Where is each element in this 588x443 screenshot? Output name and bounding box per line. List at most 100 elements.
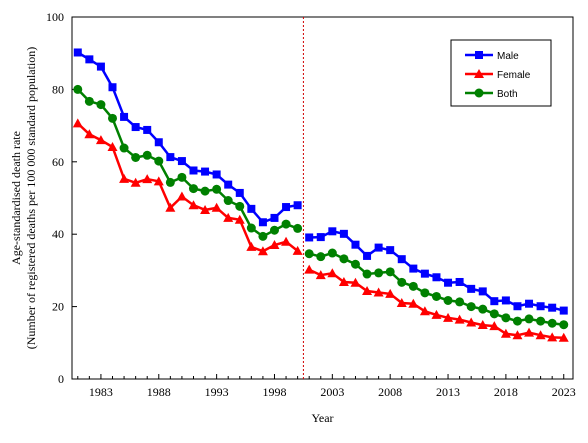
data-point-both xyxy=(142,150,152,160)
data-point-female xyxy=(107,141,118,151)
data-point-female xyxy=(419,306,430,316)
data-point-female xyxy=(130,177,141,187)
data-point-male xyxy=(247,204,256,213)
data-point-male xyxy=(339,229,348,238)
data-point-both xyxy=(212,184,222,194)
data-point-female xyxy=(362,286,373,296)
data-point-both xyxy=(420,288,430,298)
series-male xyxy=(73,48,568,315)
data-point-female xyxy=(142,174,153,184)
series-both xyxy=(73,84,569,330)
data-point-male xyxy=(351,240,360,249)
data-point-male xyxy=(363,251,372,260)
y-tick-label: 20 xyxy=(52,300,64,314)
data-point-both xyxy=(188,184,198,194)
data-point-both xyxy=(524,314,534,324)
x-tick-label: 2023 xyxy=(552,385,576,399)
data-point-male xyxy=(143,125,152,134)
x-axis-title: Year xyxy=(311,411,333,425)
data-point-both xyxy=(304,249,314,259)
data-point-both xyxy=(235,201,245,211)
data-point-female xyxy=(558,332,569,342)
data-point-female xyxy=(327,268,338,278)
data-point-male xyxy=(154,138,163,147)
data-point-female xyxy=(257,246,268,256)
data-point-female xyxy=(408,298,419,308)
y-axis-title-line2: (Number of registered deaths per 100 000… xyxy=(24,47,38,350)
data-point-both xyxy=(119,143,129,153)
data-point-both xyxy=(362,269,372,279)
data-point-female xyxy=(234,214,245,224)
data-point-both xyxy=(177,172,187,182)
data-point-male xyxy=(444,278,453,287)
data-point-female xyxy=(373,287,384,297)
data-point-female xyxy=(489,321,500,331)
data-point-male xyxy=(270,213,279,222)
data-point-male xyxy=(501,296,510,305)
data-point-male xyxy=(536,302,545,311)
data-point-female xyxy=(119,173,130,183)
data-point-female xyxy=(165,202,176,212)
data-point-both xyxy=(165,177,175,187)
x-tick-label: 2008 xyxy=(378,385,402,399)
data-point-both xyxy=(431,291,441,301)
data-point-female xyxy=(72,118,83,128)
data-point-both xyxy=(84,96,94,106)
data-point-female xyxy=(200,204,211,214)
data-point-female xyxy=(292,245,303,255)
data-point-both xyxy=(385,267,395,277)
data-point-male xyxy=(478,287,487,296)
data-point-male xyxy=(559,306,568,315)
data-point-male xyxy=(235,188,244,197)
x-tick-label: 1998 xyxy=(262,385,286,399)
data-point-male xyxy=(131,123,140,132)
data-point-female xyxy=(153,176,164,186)
data-point-male xyxy=(282,203,291,212)
data-point-both xyxy=(547,318,557,328)
data-point-female xyxy=(443,312,454,322)
data-point-female xyxy=(477,320,488,330)
data-point-male xyxy=(166,153,175,162)
data-point-female xyxy=(223,212,234,222)
data-point-male xyxy=(212,170,221,179)
data-point-both xyxy=(154,156,164,166)
data-point-both xyxy=(200,186,210,196)
data-point-male xyxy=(108,83,117,92)
y-tick-label: 40 xyxy=(52,227,64,241)
data-point-both xyxy=(350,259,360,269)
x-tick-label: 1988 xyxy=(147,385,171,399)
data-point-female xyxy=(269,240,280,250)
data-point-male xyxy=(490,297,499,306)
data-point-male xyxy=(189,166,198,175)
data-point-both xyxy=(107,113,117,123)
data-point-male xyxy=(258,218,267,227)
data-point-female xyxy=(315,270,326,280)
data-point-both xyxy=(131,152,141,162)
data-point-male xyxy=(432,273,441,282)
x-tick-label: 2018 xyxy=(494,385,518,399)
data-point-female xyxy=(176,191,187,201)
data-point-male xyxy=(305,233,314,242)
legend-label-both: Both xyxy=(497,89,518,100)
legend-label-female: Female xyxy=(497,70,531,81)
data-point-female xyxy=(95,135,106,145)
data-point-both xyxy=(281,219,291,229)
data-point-female xyxy=(466,317,477,327)
data-point-male xyxy=(201,167,210,176)
data-point-male xyxy=(73,48,82,57)
legend-marker-both xyxy=(474,88,484,98)
data-point-both xyxy=(96,100,106,110)
data-point-both xyxy=(269,225,279,235)
data-point-female xyxy=(304,264,315,274)
plot-area xyxy=(71,16,574,380)
data-point-female xyxy=(350,277,361,287)
data-point-male xyxy=(467,284,476,293)
data-point-female xyxy=(431,309,442,319)
data-point-both xyxy=(501,313,511,323)
data-point-both xyxy=(316,252,326,262)
data-point-female xyxy=(338,276,349,286)
data-point-male xyxy=(374,243,383,252)
y-tick-label: 0 xyxy=(58,372,64,386)
y-tick-label: 100 xyxy=(46,10,64,24)
